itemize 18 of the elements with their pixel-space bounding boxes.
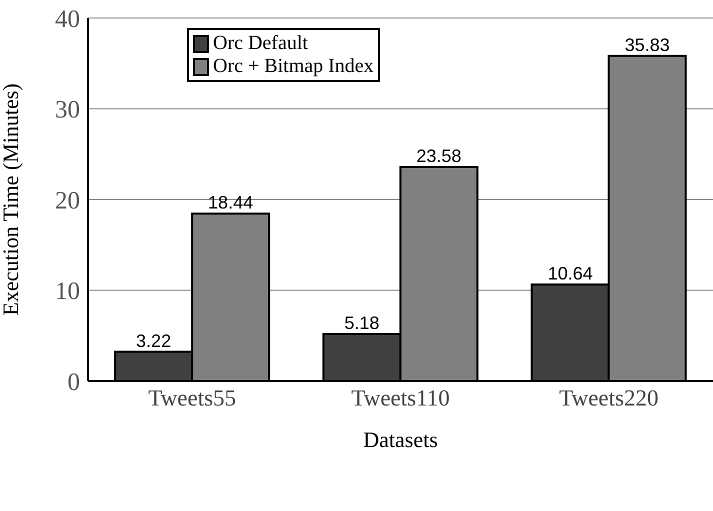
legend-label: Orc + Bitmap Index <box>213 55 374 78</box>
data-label: 5.18 <box>344 312 380 333</box>
x-axis-title: Datasets <box>363 427 438 452</box>
y-tick-label: 20 <box>55 187 80 214</box>
x-tick-label: Tweets55 <box>148 385 236 410</box>
data-label: 18.44 <box>208 192 254 213</box>
data-label: 23.58 <box>416 146 462 166</box>
x-tick-label: Tweets220 <box>559 385 658 410</box>
y-tick-label: 30 <box>55 96 80 124</box>
data-label: 35.83 <box>624 34 670 55</box>
y-tick-label: 10 <box>55 278 80 306</box>
data-label: 10.64 <box>548 263 593 284</box>
y-tick-label: 40 <box>55 6 80 33</box>
data-label: 3.22 <box>136 330 172 351</box>
legend-label: Orc Default <box>213 32 308 55</box>
y-axis-title: Execution Time (Minutes) <box>0 83 23 316</box>
y-tick-label: 0 <box>68 368 80 396</box>
x-tick-label: Tweets110 <box>351 385 450 410</box>
